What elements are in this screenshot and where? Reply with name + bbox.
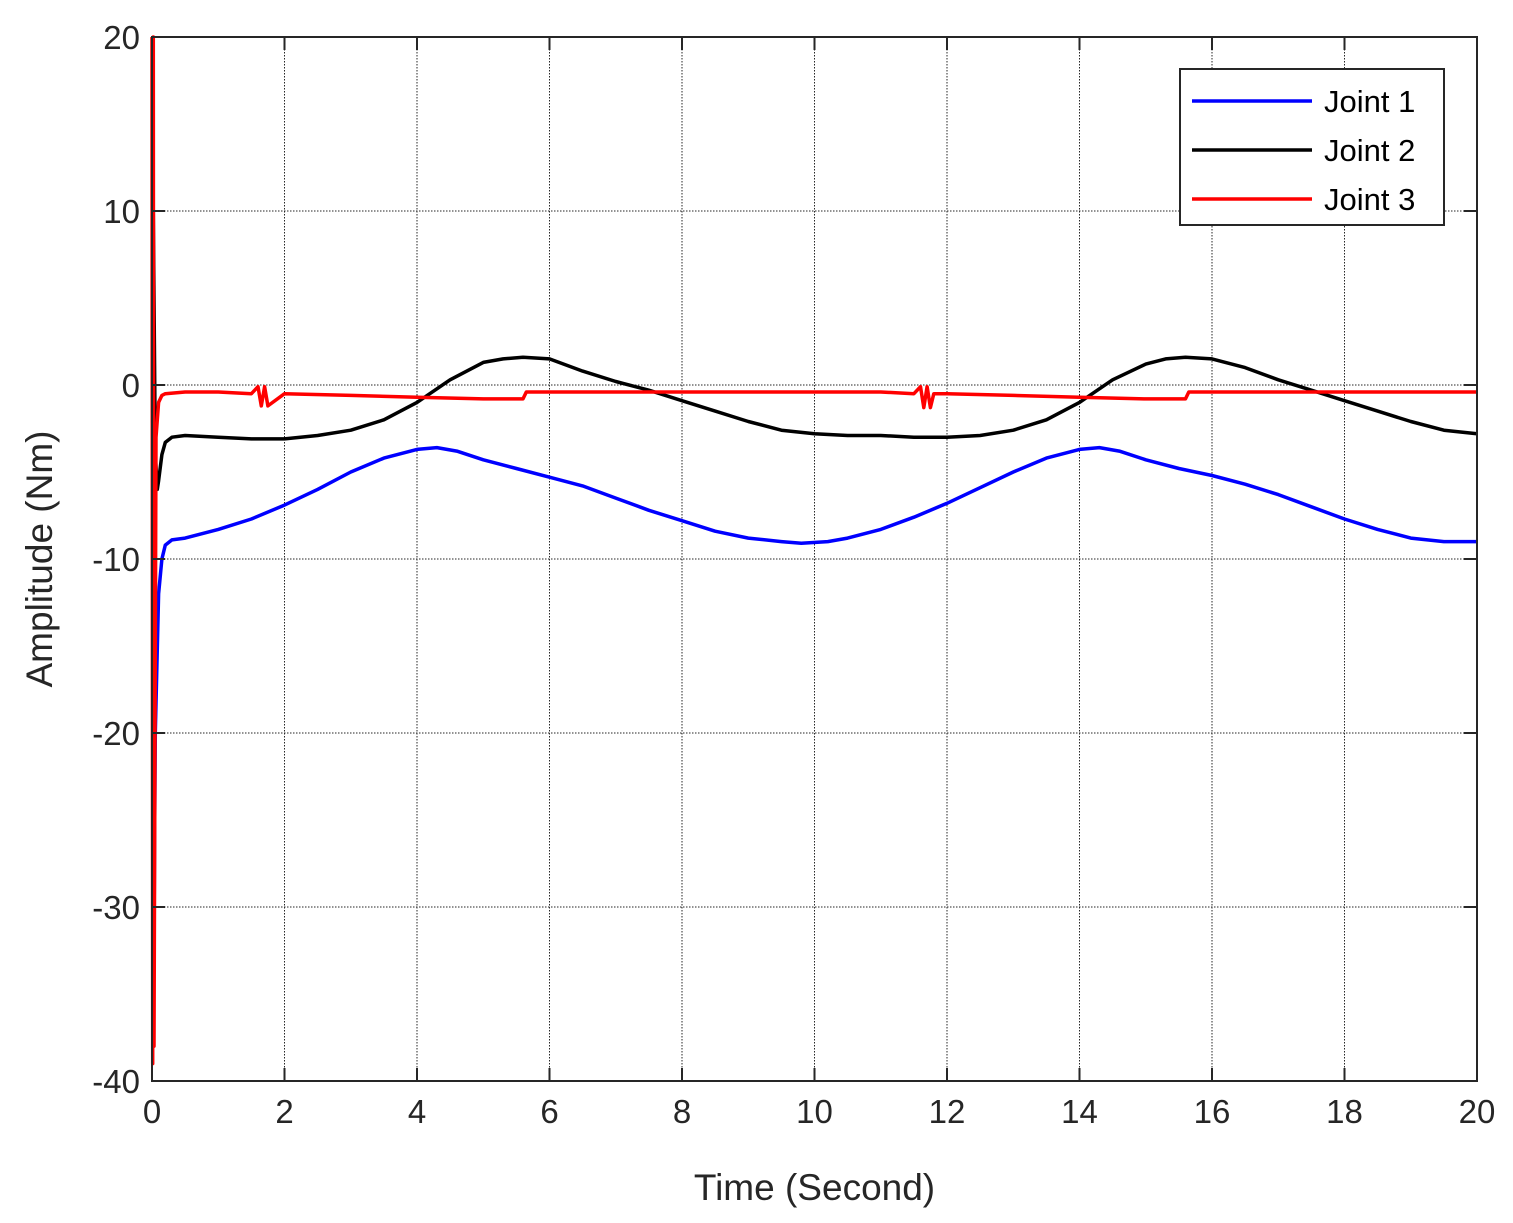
series-line-joint-2 <box>151 210 1478 492</box>
x-tick-label: 16 <box>1194 1093 1231 1130</box>
y-axis-title: Amplitude (Nm) <box>19 431 60 688</box>
series-line-joint-1 <box>151 445 1477 1047</box>
y-tick-label: -40 <box>92 1063 140 1100</box>
x-tick-label: 20 <box>1459 1093 1496 1130</box>
y-tick-label: 0 <box>122 367 140 404</box>
y-tick-label: -20 <box>92 715 140 752</box>
y-tick-label: -10 <box>92 541 140 578</box>
x-tick-label: 10 <box>796 1093 833 1130</box>
x-tick-label: 6 <box>540 1093 558 1130</box>
series-lines <box>150 35 1478 1066</box>
legend-label-joint-3: Joint 3 <box>1324 182 1415 217</box>
x-tick-label: 12 <box>929 1093 966 1130</box>
y-tick-label: -30 <box>92 889 140 926</box>
legend: Joint 1 Joint 2 Joint 3 <box>1179 68 1445 226</box>
x-tick-label: 0 <box>143 1093 161 1130</box>
x-tick-label: 18 <box>1326 1093 1363 1130</box>
series-line-joint-3 <box>150 35 1477 1066</box>
y-tick-label: 10 <box>103 193 140 230</box>
y-tick-label: 20 <box>103 19 140 56</box>
x-axis-title: Time (Second) <box>694 1167 935 1208</box>
legend-label-joint-2: Joint 2 <box>1324 133 1415 168</box>
axis-ticks: 0 2 4 6 8 10 12 14 16 18 20 -40 -30 -20 -10 0 10 20 <box>92 19 1495 1130</box>
legend-label-joint-1: Joint 1 <box>1324 84 1415 119</box>
x-tick-label: 2 <box>275 1093 293 1130</box>
x-tick-label: 8 <box>673 1093 691 1130</box>
x-tick-label: 14 <box>1061 1093 1098 1130</box>
x-tick-label: 4 <box>408 1093 426 1130</box>
